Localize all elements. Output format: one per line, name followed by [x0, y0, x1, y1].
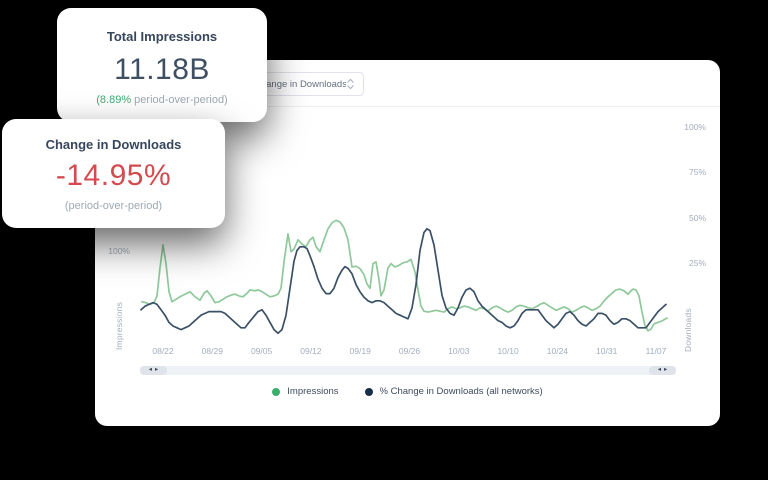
- legend-item-downloads[interactable]: % Change in Downloads (all networks): [364, 386, 543, 397]
- left-axis-title: Impressions: [114, 301, 124, 350]
- header-divider: [95, 106, 720, 107]
- x-tick-label: 09/26: [398, 346, 421, 356]
- x-tick-label: 10/24: [546, 346, 569, 356]
- left-axis-tick: 100%: [108, 246, 130, 256]
- right-axis-ticks: 100% 75% 50% 25%: [680, 60, 708, 300]
- right-axis-tick: 100%: [684, 122, 706, 132]
- series-line-downloads: [140, 227, 667, 335]
- chart-scrollbar[interactable]: ◂ ▸ ◂ ▸: [140, 366, 676, 375]
- card-subtitle: (8.89% period-over-period): [57, 94, 267, 106]
- card-value: -14.95%: [55, 159, 172, 192]
- scrollbar-right-buttons[interactable]: ◂ ▸: [649, 366, 676, 375]
- x-tick-label: 09/19: [349, 346, 371, 356]
- metric-dropdown-value: Change in Downloads: [254, 78, 346, 90]
- chart-plot[interactable]: [140, 112, 668, 345]
- x-tick-label: 08/29: [201, 346, 223, 356]
- change-in-downloads-card: Change in Downloads -14.95% (period-over…: [2, 119, 225, 228]
- scroll-right-arrow-icon[interactable]: ▸: [664, 366, 668, 374]
- legend-label: Impressions: [287, 386, 339, 397]
- legend-item-impressions[interactable]: Impressions: [272, 386, 339, 397]
- scroll-left-arrow-icon[interactable]: ◂: [657, 366, 661, 374]
- x-tick-label: 11/07: [645, 346, 667, 356]
- scroll-right-arrow-icon[interactable]: ▸: [155, 366, 159, 374]
- delta-percent: (8.89%: [96, 94, 132, 106]
- legend-dot-icon: [364, 387, 373, 396]
- series-line-impressions: [141, 219, 668, 332]
- x-tick-label: 10/03: [448, 346, 470, 356]
- card-subtitle: (period-over-period): [64, 200, 163, 212]
- x-tick-label: 09/12: [300, 346, 322, 356]
- chart-plot-svg: [140, 219, 668, 335]
- x-tick-label: 08/22: [152, 346, 174, 356]
- scroll-left-arrow-icon[interactable]: ◂: [148, 366, 152, 374]
- card-title: Total Impressions: [106, 29, 218, 44]
- total-impressions-card: Total Impressions 11.18B (8.89% period-o…: [57, 8, 267, 122]
- right-axis-title: Downloads: [683, 308, 693, 352]
- x-axis-ticks: 08/22 08/29 09/05 09/12 09/19 09/26 10/03 10/10…: [95, 346, 720, 358]
- x-tick-label: 10/31: [596, 346, 618, 356]
- legend-label: % Change in Downloads (all networks): [379, 386, 543, 397]
- card-value: 11.18B: [114, 53, 210, 86]
- up-down-chevron-icon: [347, 78, 354, 90]
- delta-caption: period-over-period): [131, 94, 228, 106]
- scrollbar-left-buttons[interactable]: ◂ ▸: [140, 366, 167, 375]
- right-axis-tick: 25%: [688, 258, 706, 268]
- right-axis-tick: 50%: [688, 213, 706, 223]
- legend-dot-icon: [272, 387, 281, 396]
- right-axis-tick: 75%: [688, 167, 706, 177]
- card-title: Change in Downloads: [45, 137, 182, 152]
- x-tick-label: 09/05: [250, 346, 273, 356]
- chart-legend: Impressions % Change in Downloads (all ne…: [95, 386, 720, 397]
- x-tick-label: 10/10: [497, 346, 519, 356]
